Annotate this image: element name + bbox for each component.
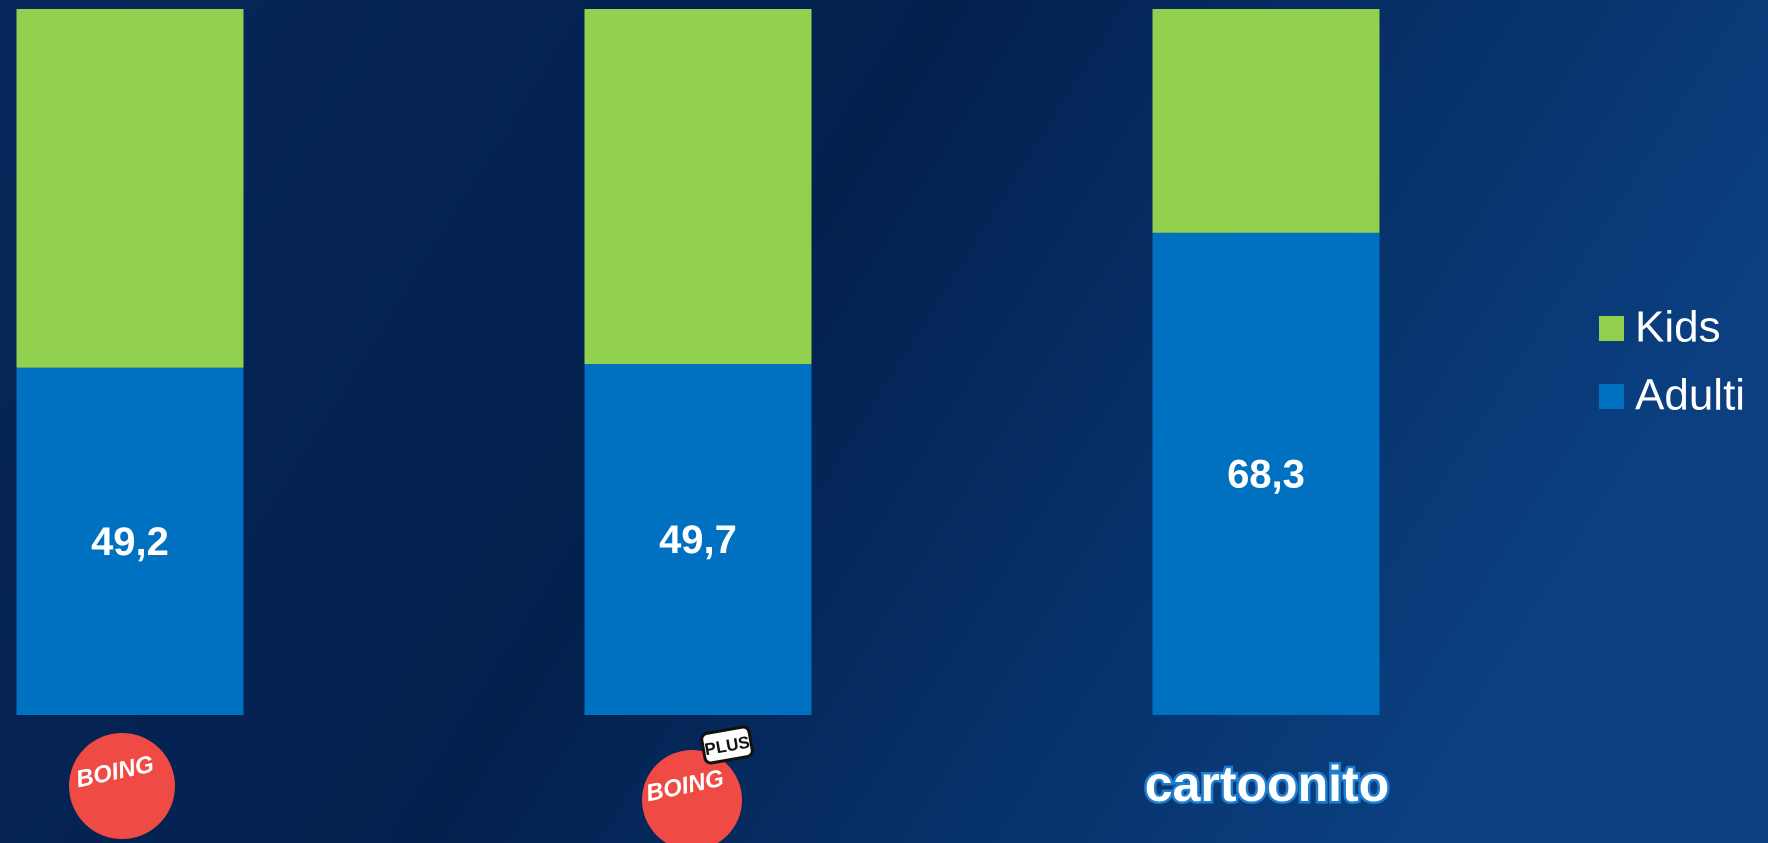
bar-segment — [584, 364, 812, 715]
data-label: 49,7 — [659, 518, 737, 562]
logo-circle — [642, 750, 742, 843]
legend-label: Adulti — [1635, 371, 1745, 420]
data-label: 68,3 — [1227, 452, 1305, 496]
legend-swatch — [1599, 316, 1624, 341]
bar-segment — [1152, 9, 1380, 233]
bar-segment — [1152, 232, 1380, 715]
data-label: 49,2 — [91, 520, 169, 564]
bar-segment — [584, 9, 812, 365]
bar-segment — [16, 367, 244, 715]
logo-circle — [69, 733, 175, 839]
legend-swatch — [1599, 384, 1624, 409]
badge — [700, 725, 754, 765]
x-tick-label: cartoonito — [1145, 756, 1389, 812]
legend-label: Kids — [1635, 303, 1721, 352]
bar-segment — [16, 9, 244, 368]
